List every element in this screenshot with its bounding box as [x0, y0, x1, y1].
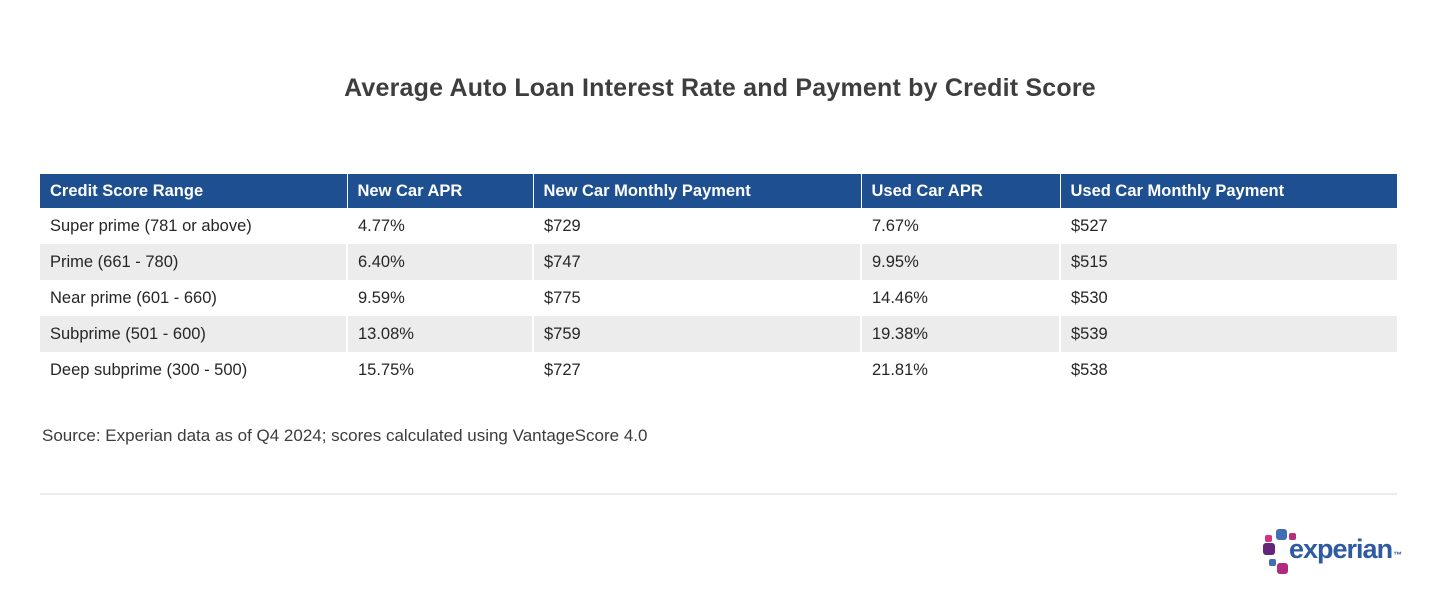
experian-wordmark: experian™ [1289, 534, 1403, 565]
table-cell: 15.75% [347, 352, 534, 388]
table-cell: 19.38% [861, 316, 1061, 352]
data-table: Credit Score Range New Car APR New Car Mon… [40, 174, 1397, 388]
experian-wordmark-text: experian [1289, 534, 1393, 564]
table-cell: 6.40% [347, 244, 534, 280]
logo-square-pink-left [1265, 535, 1272, 542]
table-header-row: Credit Score Range New Car APR New Car Mon… [40, 174, 1397, 208]
logo-square-magenta [1277, 563, 1288, 574]
column-header: New Car Monthly Payment [533, 174, 862, 208]
table-cell: $515 [1060, 244, 1397, 280]
table-head: Credit Score Range New Car APR New Car Mon… [40, 174, 1397, 208]
table-cell: Prime (661 - 780) [40, 244, 348, 280]
table-cell: Deep subprime (300 - 500) [40, 352, 348, 388]
table-cell: Near prime (601 - 660) [40, 280, 348, 316]
table-row: Subprime (501 - 600) 13.08% $759 19.38% $539 [40, 316, 1397, 352]
table-cell: 9.59% [347, 280, 534, 316]
table-cell: $539 [1060, 316, 1397, 352]
table-cell: $527 [1060, 208, 1397, 244]
table-cell: 7.67% [861, 208, 1061, 244]
table-row: Prime (661 - 780) 6.40% $747 9.95% $515 [40, 244, 1397, 280]
column-header: Used Car APR [861, 174, 1061, 208]
logo-square-blue-medium [1276, 529, 1287, 540]
divider-line [40, 493, 1397, 495]
table-cell: $759 [533, 316, 862, 352]
table-body: Super prime (781 or above) 4.77% $729 7.67%… [40, 208, 1397, 388]
table-row: Deep subprime (300 - 500) 15.75% $727 21.81… [40, 352, 1397, 388]
column-header: New Car APR [347, 174, 534, 208]
table-cell: 4.77% [347, 208, 534, 244]
table-cell: 21.81% [861, 352, 1061, 388]
table-row: Near prime (601 - 660) 9.59% $775 14.46% $53… [40, 280, 1397, 316]
table-cell: 9.95% [861, 244, 1061, 280]
source-note: Source: Experian data as of Q4 2024; sco… [42, 426, 648, 445]
trademark-symbol: ™ [1393, 550, 1403, 560]
table-cell: $729 [533, 208, 862, 244]
table-cell: $747 [533, 244, 862, 280]
table-cell: $530 [1060, 280, 1397, 316]
table-cell: Super prime (781 or above) [40, 208, 348, 244]
column-header: Credit Score Range [40, 174, 348, 208]
table-cell: $538 [1060, 352, 1397, 388]
logo-square-pink-right [1289, 533, 1296, 540]
logo-square-purple-large [1263, 543, 1275, 555]
column-header: Used Car Monthly Payment [1060, 174, 1397, 208]
logo-square-blue-small [1269, 559, 1276, 566]
data-table-container: Credit Score Range New Car APR New Car Mon… [40, 174, 1397, 388]
table-cell: 13.08% [347, 316, 534, 352]
experian-logo: experian™ [1263, 529, 1402, 581]
table-cell: 14.46% [861, 280, 1061, 316]
table-row: Super prime (781 or above) 4.77% $729 7.67%… [40, 208, 1397, 244]
experian-logo-icon [1263, 529, 1299, 575]
table-cell: $775 [533, 280, 862, 316]
table-cell: Subprime (501 - 600) [40, 316, 348, 352]
table-cell: $727 [533, 352, 862, 388]
chart-title: Average Auto Loan Interest Rate and Paym… [344, 74, 1096, 102]
